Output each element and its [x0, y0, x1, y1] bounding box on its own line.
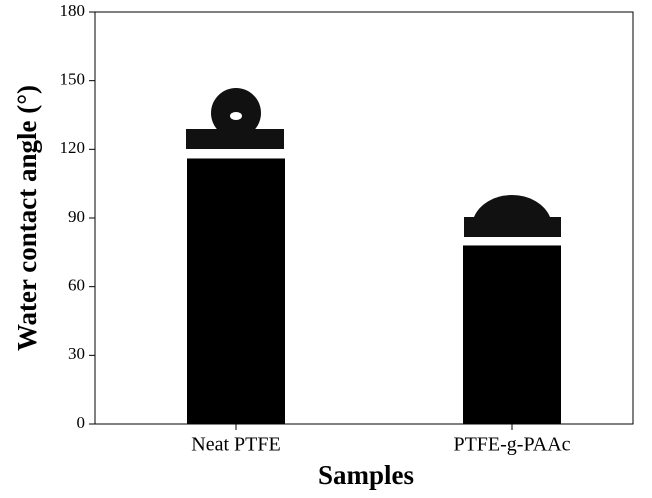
- droplet: [474, 194, 550, 217]
- y-tick-label: 0: [77, 413, 86, 432]
- y-tick-label: 30: [68, 344, 85, 363]
- x-axis-title: Samples: [318, 460, 414, 490]
- bar: [463, 245, 561, 424]
- droplet-highlight: [230, 112, 242, 120]
- y-tick-label: 180: [60, 1, 86, 20]
- substrate: [186, 129, 284, 149]
- substrate: [464, 217, 561, 237]
- y-axis-title: Water contact angle (°): [12, 85, 42, 351]
- y-tick-label: 90: [68, 207, 85, 226]
- droplet-inset: [464, 194, 561, 237]
- y-tick-label: 150: [60, 70, 86, 89]
- droplet-inset: [186, 88, 284, 149]
- x-tick-label: PTFE-g-PAAc: [453, 434, 570, 456]
- bar: [187, 158, 285, 424]
- x-tick-label: Neat PTFE: [191, 434, 280, 456]
- y-tick-label: 120: [60, 138, 86, 157]
- y-tick-label: 60: [68, 276, 85, 295]
